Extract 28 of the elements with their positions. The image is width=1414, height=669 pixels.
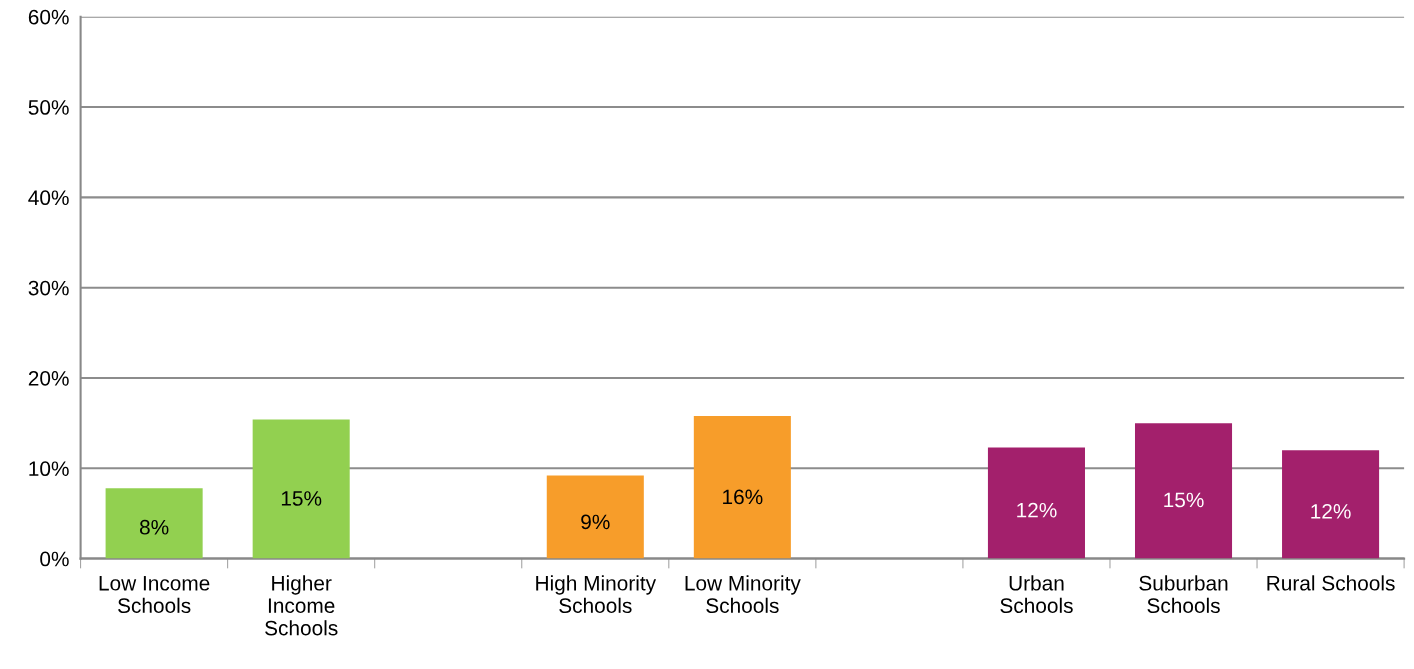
x-tick-label: Low Income Schools	[99, 576, 210, 614]
x-tick-label: Suburban Schools	[1139, 575, 1228, 614]
x-tick-label: Rural Schools	[1267, 575, 1395, 591]
bar	[1134, 423, 1233, 559]
data-label: 9%	[581, 514, 610, 530]
y-tick-label: 60%	[28, 9, 69, 25]
bar	[252, 419, 350, 559]
data-label: 8%	[139, 519, 169, 535]
data-label: 15%	[1164, 492, 1204, 508]
bar	[987, 447, 1085, 559]
y-tick-label: 10%	[29, 461, 69, 477]
bar	[105, 488, 203, 559]
data-label: 12%	[1311, 503, 1351, 519]
bar	[693, 415, 791, 559]
x-tick-label: Urban Schools	[1000, 575, 1073, 614]
x-tick-label: Higher Income Schools	[265, 575, 338, 636]
x-tick-label: Low Minority Schools	[685, 575, 801, 614]
x-tick-label: High Minority Schools	[536, 575, 657, 614]
bar	[1282, 450, 1380, 559]
y-tick-label: 40%	[28, 190, 69, 206]
y-tick-label: 0%	[40, 551, 69, 567]
data-label: 15%	[281, 491, 322, 506]
data-label: 16%	[723, 489, 763, 505]
bar	[546, 475, 644, 559]
y-tick-label: 50%	[28, 100, 69, 115]
y-tick-label: 20%	[28, 370, 69, 386]
y-tick-label: 30%	[28, 280, 69, 296]
data-label: 12%	[1017, 502, 1057, 518]
